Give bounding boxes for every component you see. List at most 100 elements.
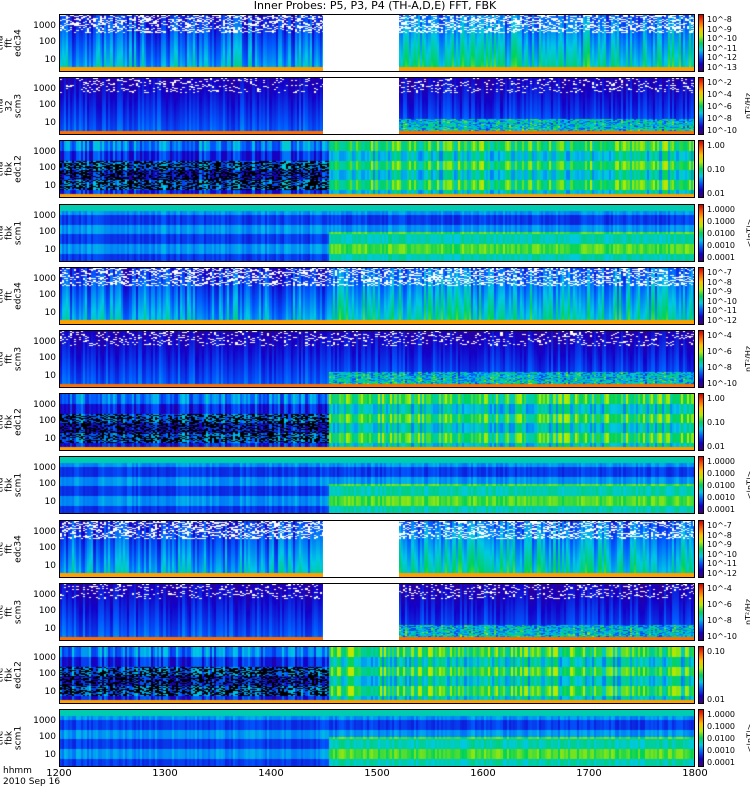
y-tick-label: 10	[44, 561, 56, 572]
colorbar	[698, 14, 704, 72]
colorbar-tick-label: 10^-6	[707, 102, 732, 111]
colorbar-tick-label: 10^-10	[707, 549, 737, 559]
colorbar-tick-label: 10^-10	[707, 126, 737, 135]
spectrogram-image	[60, 394, 694, 450]
ylabel-line: edc12	[13, 408, 24, 436]
colorbar	[698, 393, 704, 451]
colorbar-tick-label: 1.0000	[707, 205, 735, 214]
y-tick-label: 10	[44, 118, 56, 129]
colorbar-tick-label: 0.0100	[707, 734, 735, 743]
colorbar-tick-label: 0.0010	[707, 241, 735, 250]
colorbar	[698, 77, 704, 135]
y-tick-label: 1000	[33, 83, 56, 94]
x-tick-label: 1200	[46, 768, 72, 779]
colorbar-tick-label: 0.01	[707, 189, 725, 198]
colorbar-tick-label: 10^-4	[707, 90, 732, 99]
colorbar-tick-label: 0.1000	[707, 469, 735, 478]
ylabel-line: scm3	[13, 346, 24, 372]
x-tick-label: 1300	[152, 768, 178, 779]
colorbar-tick-label: 10^-8	[707, 15, 732, 24]
ylabel-line: scm3	[13, 93, 24, 119]
spectrogram-panel	[59, 520, 695, 578]
colorbar-tick-label: 0.01	[707, 442, 725, 451]
colorbar-tick-label: 10^-8	[707, 363, 732, 372]
y-tick-label: 100	[38, 99, 56, 110]
colorbar-unit-label: nT²/Hz	[744, 92, 750, 120]
spectrogram-panel	[59, 456, 695, 514]
spectrogram-image	[60, 710, 694, 766]
spectrogram-panel	[59, 14, 695, 72]
y-tick-label: 100	[38, 162, 56, 173]
colorbar-tick-label: 0.0100	[707, 481, 735, 490]
ylabel-line: scm1	[13, 472, 24, 498]
ylabel-line: scm3	[13, 599, 24, 625]
x-tick-label: 1800	[682, 768, 708, 779]
y-tick-label: 10	[44, 687, 56, 698]
colorbar	[698, 583, 704, 641]
colorbar-tick-label: 10^-7	[707, 521, 732, 530]
chart-title: Inner Probes: P5, P3, P4 (TH-A,D,E) FFT,…	[253, 0, 497, 12]
colorbar-tick-label: 10^-10	[707, 34, 737, 44]
y-tick-label: 10	[44, 245, 56, 256]
colorbar-tick-label: 10^-13	[707, 63, 737, 72]
colorbar-tick-label: 10^-6	[707, 347, 732, 356]
y-tick-label: 1000	[33, 462, 56, 473]
colorbar-unit-label: <|nT|>	[745, 218, 750, 248]
data-gap	[322, 78, 400, 134]
colorbar-unit-label: <|nT|>	[745, 723, 750, 753]
colorbar-tick-label: 10^-4	[707, 331, 732, 340]
x-tick-label: 1400	[258, 768, 284, 779]
colorbar-tick-label: 10^-12	[707, 53, 737, 63]
spectrogram-image	[60, 647, 694, 703]
x-tick-label: 1500	[364, 768, 390, 779]
colorbar-tick-label: 10^-7	[707, 268, 732, 277]
colorbar-unit-label: <|nT|>	[745, 470, 750, 500]
colorbar-tick-label: 10^-9	[707, 540, 732, 550]
colorbar-tick-label: 10^-10	[707, 632, 737, 641]
spectrogram-panel	[59, 709, 695, 767]
colorbar	[698, 140, 704, 198]
y-tick-label: 1000	[33, 589, 56, 600]
spectrogram-image	[60, 141, 694, 197]
colorbar-tick-label: 0.1000	[707, 217, 735, 226]
colorbar-tick-label: 0.10	[707, 418, 725, 427]
y-tick-label: 100	[38, 415, 56, 426]
y-tick-label: 100	[38, 605, 56, 616]
colorbar-tick-label: 10^-11	[707, 559, 737, 569]
y-tick-label: 1000	[33, 273, 56, 284]
colorbar-tick-label: 1.0000	[707, 457, 735, 466]
colorbar-tick-label: 10^-8	[707, 114, 732, 123]
colorbar-tick-label: 10^-10	[707, 379, 737, 388]
spectrogram-image	[60, 457, 694, 513]
data-gap	[322, 521, 400, 577]
colorbar-tick-label: 0.0001	[707, 505, 735, 514]
colorbar-tick-label: 0.01	[707, 695, 725, 704]
ylabel-line: edc34	[13, 282, 24, 310]
data-gap	[322, 15, 400, 71]
colorbar-tick-label: 10^-8	[707, 277, 732, 287]
colorbar-tick-label: 10^-6	[707, 600, 732, 609]
y-tick-label: 1000	[33, 210, 56, 221]
colorbar-unit-label: nT²/Hz	[744, 598, 750, 626]
colorbar-tick-label: 10^-11	[707, 306, 737, 316]
colorbar-tick-label: 0.0001	[707, 253, 735, 262]
y-tick-label: 100	[38, 542, 56, 553]
y-tick-label: 1000	[33, 146, 56, 157]
y-tick-label: 10	[44, 750, 56, 761]
spectrogram-panel	[59, 77, 695, 135]
y-tick-label: 1000	[33, 526, 56, 537]
ylabel-line: scm1	[13, 725, 24, 751]
colorbar	[698, 204, 704, 262]
x-tick-label: 1600	[470, 768, 496, 779]
spectrogram-panel	[59, 583, 695, 641]
colorbar-tick-label: 10^-8	[707, 530, 732, 540]
colorbar-tick-label: 0.0100	[707, 229, 735, 238]
spectrogram-image	[60, 205, 694, 261]
y-tick-label: 10	[44, 434, 56, 445]
y-tick-label: 1000	[33, 652, 56, 663]
colorbar-tick-label: 0.0010	[707, 746, 735, 755]
spectrogram-panel	[59, 140, 695, 198]
colorbar	[698, 456, 704, 514]
colorbar	[698, 646, 704, 704]
